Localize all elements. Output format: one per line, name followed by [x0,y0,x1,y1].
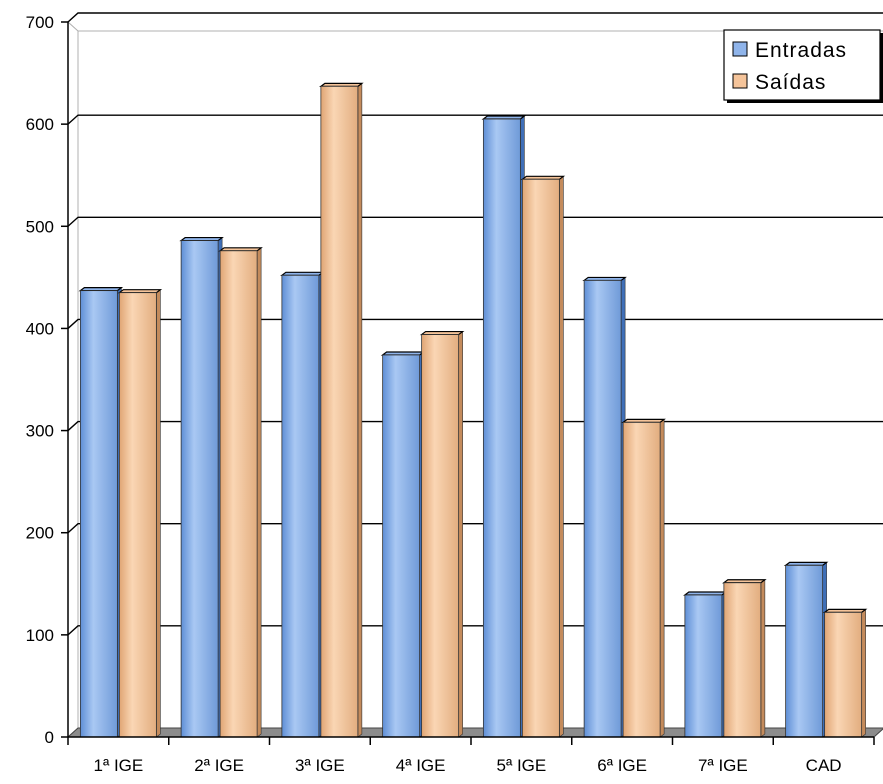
y-tick-label: 100 [26,626,54,645]
x-tick-label: 4ª IGE [396,756,446,775]
bar-front [219,250,258,738]
bar-side [357,82,363,738]
bar-front [421,334,460,738]
bar-side [559,175,564,738]
bar-saidas [822,608,868,738]
bar-front [521,178,560,738]
bar-front [622,421,661,738]
bar-side [156,289,161,738]
bar-top [78,287,124,292]
gridline [67,114,883,125]
bar-top [520,175,566,180]
y-tick-label: 400 [26,319,54,338]
bar-side [861,608,866,738]
bar-saidas [319,82,364,738]
bar-entradas [783,561,829,738]
bar-front [684,594,723,738]
bar-front [281,274,320,738]
bar-top [683,591,728,596]
bar-front [79,290,118,738]
bar-saidas [722,579,767,738]
bars [78,82,868,738]
bar-front [118,292,157,738]
bar-front [180,240,219,738]
bar-entradas [78,287,124,738]
bar-side [760,579,766,738]
bar-top [419,330,465,336]
bar-front [320,85,359,738]
chart-back-wall [67,20,883,739]
bar-side [256,247,262,738]
x-tick-label: 5ª IGE [496,756,546,775]
tick-labels: 0 100 200 300 400 500 600 700 1ª IGE 2ª IGE 3ª IGE… [26,13,842,775]
y-tick-label: 0 [45,728,54,747]
gridline [67,216,883,227]
bar-top [722,579,767,584]
x-tick-label: CAD [806,756,842,775]
bar-side [458,330,463,738]
bar-front [785,565,824,738]
bar-top [179,236,224,242]
legend-swatch [732,41,748,57]
legend-label: Saídas [755,71,826,94]
bar-saidas [419,330,465,738]
bar-top [380,351,426,356]
legend-box [723,29,881,101]
bar-front [382,354,421,738]
bar-top [319,82,364,87]
x-tick-label: 3ª IGE [295,756,345,775]
bar-top [582,276,627,282]
bar-front [482,118,521,738]
bar-front [723,582,762,738]
y-tick-label: 300 [26,422,54,441]
x-tick-label: 1ª IGE [93,756,143,775]
y-tick-label: 200 [26,524,54,543]
y-tick-label: 600 [26,115,54,134]
bar-saidas [621,418,666,738]
bar-entradas [683,591,728,738]
bar-entradas [582,276,627,738]
y-tick-label: 500 [26,217,54,236]
bar-side [659,418,665,738]
legend-swatch [732,73,748,89]
bar-top [822,608,868,613]
x-tick-label: 2ª IGE [194,756,244,775]
legend: Entradas Saídas [723,29,883,103]
bar-front [583,280,622,738]
bar-entradas [380,351,426,738]
bar-entradas [481,115,527,738]
bar-saidas [218,247,263,738]
y-tick-label: 700 [26,13,54,32]
bar-entradas [179,236,224,738]
legend-label: Entradas [755,39,847,62]
bar-top [117,289,163,294]
bar-top [621,418,666,423]
axes [61,21,875,745]
gridline [67,12,883,23]
bar-top [218,247,263,252]
x-tick-label: 6ª IGE [597,756,647,775]
bar-saidas [520,175,566,738]
bar-top [783,561,829,567]
bar-saidas [117,289,163,738]
bar-top [280,271,325,276]
bar-top [481,115,527,120]
x-tick-label: 7ª IGE [698,756,748,775]
bar-front [824,611,863,738]
bar-entradas [280,271,325,738]
